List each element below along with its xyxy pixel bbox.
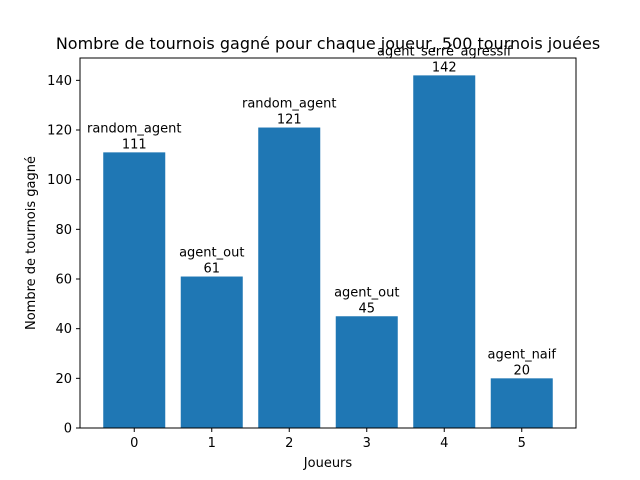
chart-title: Nombre de tournois gagné pour chaque jou… [56,34,600,53]
bar-value-label: 142 [432,60,457,75]
x-tick-label: 2 [285,436,293,451]
x-tick-label: 5 [518,436,526,451]
bar-series-label: random_agent [242,97,336,112]
bar-series-label: agent_naif [488,347,557,362]
bar [103,152,166,428]
bar-series-label: agent_serré_agressif [377,44,512,59]
y-tick-label: 20 [55,372,72,387]
x-axis-label: Joueurs [303,456,353,471]
bar [413,75,476,428]
x-tick-label: 3 [363,436,371,451]
y-tick-label: 40 [55,322,72,337]
y-axis-label: Nombre de tournois gagné [24,156,39,330]
bar [490,378,553,428]
bar-value-label: 45 [358,301,375,316]
y-tick-label: 80 [55,223,72,238]
x-tick-label: 1 [208,436,216,451]
bar-series-label: random_agent [87,121,181,136]
x-tick-label: 0 [130,436,138,451]
y-tick-label: 120 [47,124,72,139]
bar-value-label: 111 [122,137,147,152]
bar [335,316,398,428]
bar-value-label: 121 [277,113,302,128]
bar [180,276,243,428]
bar-value-label: 20 [513,363,530,378]
bar [258,127,321,428]
y-tick-label: 60 [55,273,72,288]
x-tick-label: 4 [440,436,448,451]
y-tick-label: 0 [64,422,72,437]
bar-series-label: agent_out [334,285,399,300]
plot-area: random_agent1110agent_out611random_agent… [47,44,556,451]
plot-frame [79,57,577,429]
y-tick-label: 100 [47,173,72,188]
bar-value-label: 61 [203,262,220,277]
y-tick-label: 140 [47,74,72,89]
bar-series-label: agent_out [179,246,244,261]
